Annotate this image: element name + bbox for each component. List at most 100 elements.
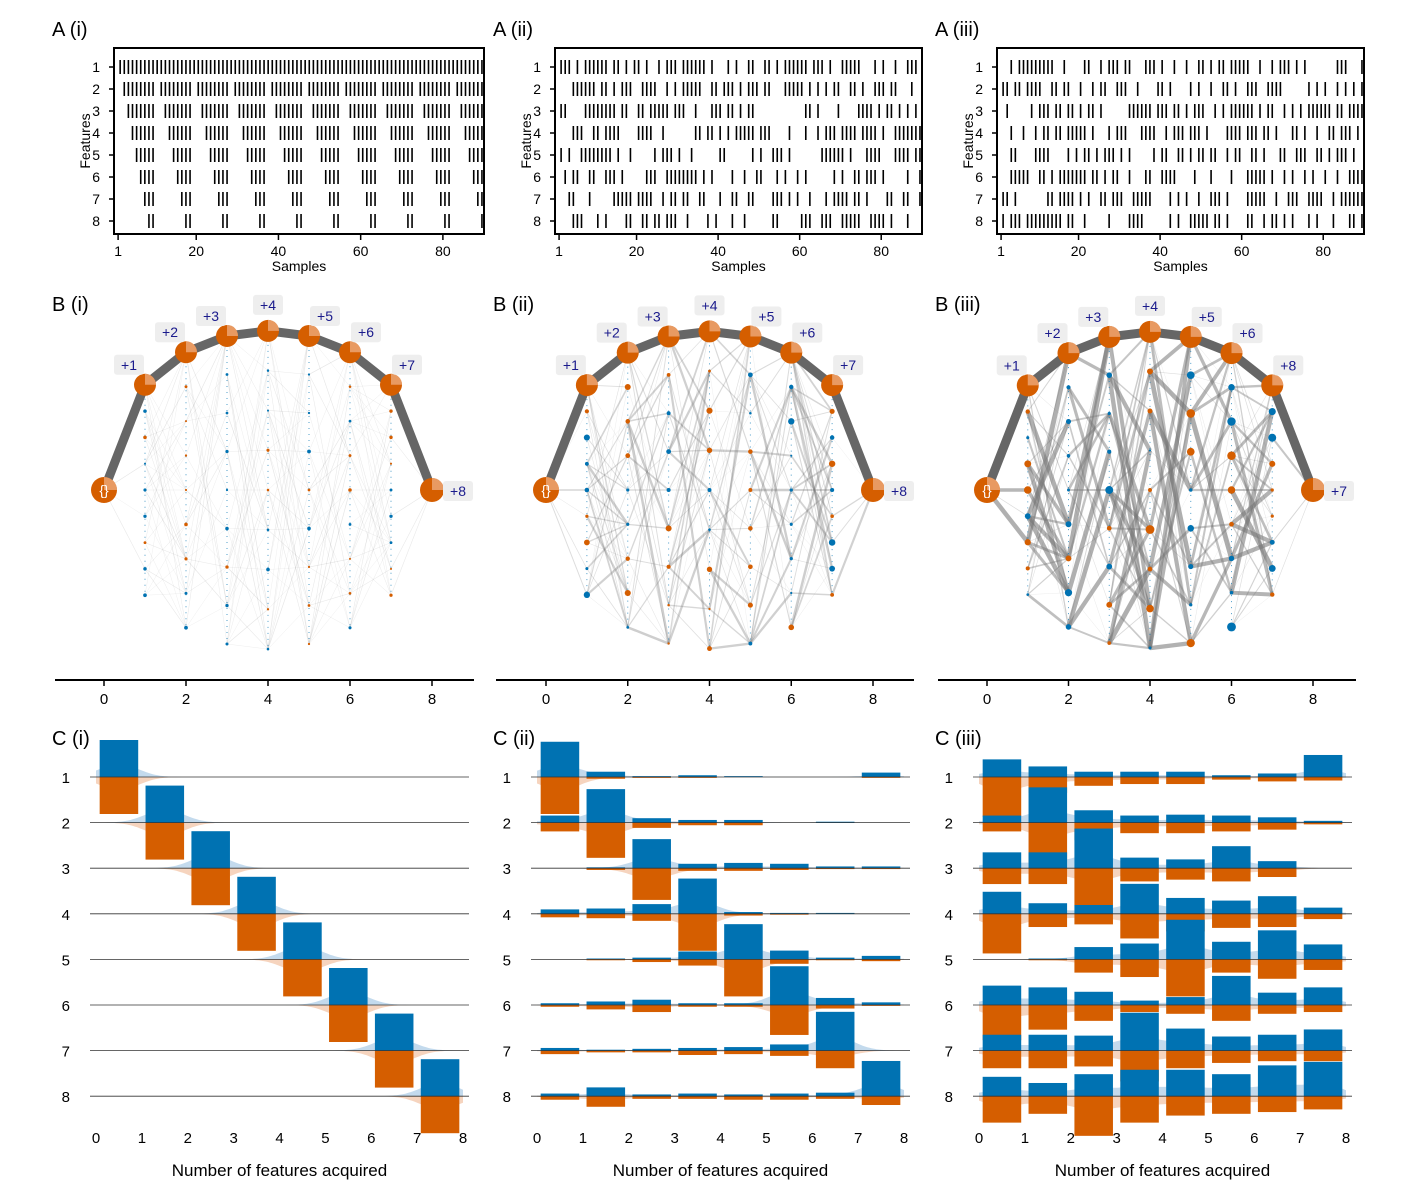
graph-node	[1025, 566, 1030, 571]
x-tick-label: 5	[1204, 1130, 1212, 1147]
orange-bar	[678, 959, 717, 966]
orange-bar	[770, 1050, 809, 1056]
graph-node	[184, 625, 188, 630]
graph-edge	[668, 450, 710, 644]
orange-bar	[1120, 777, 1159, 785]
hist-row-7	[531, 1011, 910, 1069]
graph-edge	[144, 593, 187, 596]
blue-bar	[770, 1044, 809, 1051]
graph-edge	[308, 455, 351, 645]
graph-node	[184, 420, 188, 423]
graph-node	[706, 407, 713, 414]
graph-edge	[790, 386, 834, 569]
graph-edge	[1027, 411, 1069, 627]
graph-edge	[267, 450, 310, 568]
density-envelope	[979, 944, 1346, 960]
graph-edge	[749, 592, 793, 645]
blue-bar	[1074, 810, 1113, 823]
orange-bar	[770, 913, 809, 915]
x-tick-label: 6	[1250, 1130, 1258, 1147]
orange-bar	[1212, 1050, 1251, 1063]
graph-edge	[627, 421, 669, 606]
blue-bar	[724, 776, 763, 777]
graph-edge	[226, 450, 269, 452]
graph-edge	[1231, 411, 1273, 525]
x-axis-label: Number of features acquired	[172, 1161, 387, 1180]
node-label: +7	[840, 357, 856, 373]
graph-edge	[349, 421, 392, 569]
graph-edge	[749, 386, 792, 644]
graph-edge	[144, 420, 187, 438]
blue-bar	[1212, 1036, 1251, 1051]
orange-bar	[1120, 1005, 1159, 1013]
blue-bar	[99, 740, 139, 777]
graph-edge	[144, 463, 187, 594]
graph-edge	[1025, 515, 1071, 594]
graph-edge	[627, 336, 669, 491]
blue-bar	[540, 1093, 580, 1097]
graph-edge	[349, 386, 392, 464]
orange-bar	[982, 1050, 1022, 1069]
graph-edge	[1027, 421, 1069, 569]
graph-edge	[349, 386, 392, 543]
graph-edge	[749, 386, 792, 529]
graph-edge	[586, 516, 628, 559]
graph-edge	[667, 566, 711, 610]
graph-edge	[308, 420, 351, 491]
x-tick-label: 4	[1158, 1130, 1166, 1147]
graph-node	[789, 557, 793, 561]
blue-bar	[145, 785, 185, 823]
graph-node	[626, 625, 630, 629]
graph-axis-tick-label: 4	[264, 691, 272, 708]
graph-edge	[185, 386, 228, 452]
graph-edge	[791, 489, 833, 595]
graph-edge	[226, 410, 269, 606]
graph-edge	[667, 336, 711, 451]
x-tick-label: 7	[413, 1130, 421, 1147]
blue-bar	[1028, 958, 1068, 960]
graph-node	[143, 567, 147, 571]
graph-edge	[586, 352, 629, 517]
hist-row-1	[90, 740, 469, 814]
graph-node	[348, 385, 352, 388]
graph-edge	[144, 384, 187, 491]
graph-edge	[1027, 558, 1069, 596]
graph-node	[389, 593, 393, 597]
graph-edge	[586, 437, 629, 594]
density-envelope	[979, 1036, 1346, 1051]
density-envelope	[979, 902, 1346, 914]
node-label: +4	[260, 297, 276, 313]
graph-node	[830, 514, 834, 519]
blue-bar	[632, 957, 671, 960]
orange-bar	[540, 1050, 580, 1055]
graph-edge	[1190, 528, 1232, 559]
graph-edge	[144, 411, 187, 525]
graph-edge	[226, 410, 269, 568]
blue-bar	[1120, 1069, 1159, 1097]
graph-edge	[1107, 450, 1153, 644]
graph-edge	[308, 593, 351, 645]
raster-frame	[996, 47, 1365, 235]
graph-edge	[267, 489, 310, 606]
node-label-bg	[1273, 355, 1304, 376]
hist-row-8	[90, 1059, 469, 1134]
blue-bar	[982, 891, 1022, 914]
orange-bar	[1212, 822, 1251, 832]
graph-edge	[627, 489, 669, 606]
blue-bar	[1074, 771, 1113, 777]
graph-edge	[1027, 463, 1069, 627]
hist-row-6	[973, 975, 1352, 1041]
node-label: +2	[162, 324, 178, 340]
graph-edge	[349, 352, 392, 543]
graph-edge	[831, 489, 875, 596]
node-label-bg	[114, 354, 144, 375]
graph-edge	[144, 489, 187, 628]
graph-edge	[586, 421, 629, 596]
raster-frame	[554, 47, 923, 235]
graph-edge	[1107, 371, 1152, 529]
graph-edge	[790, 463, 833, 559]
graph-edge	[667, 374, 711, 649]
graph-edge	[226, 569, 269, 645]
graph-edge	[627, 558, 669, 644]
graph-edge	[185, 455, 228, 529]
